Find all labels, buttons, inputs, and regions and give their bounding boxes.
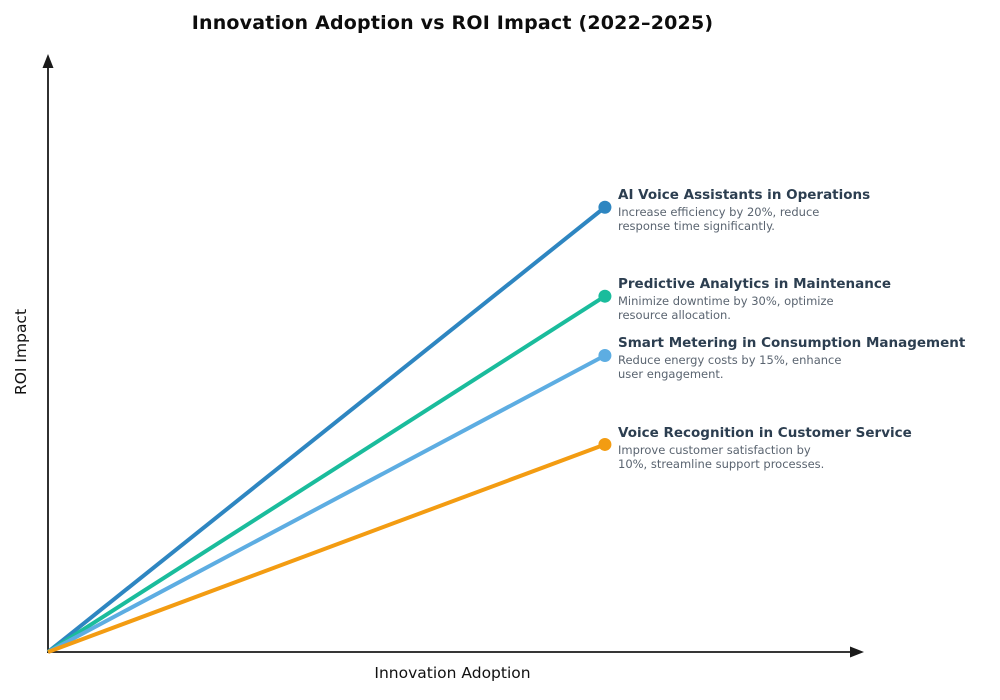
series-endpoint-dot-3 (598, 437, 612, 451)
series-label-voice-recognition: Voice Recognition in Customer Service Im… (618, 426, 912, 471)
series-layer (46, 200, 612, 654)
series-description-line: response time significantly. (618, 218, 775, 233)
series-description-line: Increase efficiency by 20%, reduce (618, 205, 820, 219)
series-endpoint-dot-0 (598, 200, 612, 214)
series-line-1 (46, 294, 606, 654)
series-name: Predictive Analytics in Maintenance (618, 276, 891, 292)
series-name: Voice Recognition in Customer Service (618, 425, 912, 441)
series-label-ai-voice-assistants: AI Voice Assistants in Operations Increa… (618, 188, 870, 233)
x-axis-arrowhead (850, 646, 864, 658)
series-line-2 (47, 353, 606, 654)
series-description-line: Improve customer satisfaction by (618, 443, 811, 457)
y-axis-arrowhead (42, 54, 54, 68)
series-description-line: user engagement. (618, 366, 724, 381)
series-label-smart-metering: Smart Metering in Consumption Management… (618, 336, 965, 381)
chart-title: Innovation Adoption vs ROI Impact (2022–… (191, 12, 714, 34)
x-axis-label: Innovation Adoption (374, 664, 531, 682)
series-description-line: Reduce energy costs by 15%, enhance (618, 353, 842, 367)
series-description-line: resource allocation. (618, 307, 731, 322)
series-line-0 (46, 205, 607, 654)
series-name: AI Voice Assistants in Operations (618, 187, 871, 203)
series-name: Smart Metering in Consumption Management (618, 335, 966, 351)
series-line-3 (47, 442, 606, 654)
series-description-line: 10%, streamline support processes. (618, 456, 825, 471)
series-endpoint-dot-2 (598, 349, 612, 362)
series-endpoint-dot-1 (598, 289, 612, 303)
series-description-line: Minimize downtime by 30%, optimize (618, 294, 834, 308)
y-axis-label: ROI Impact (12, 308, 30, 396)
series-label-predictive-analytics: Predictive Analytics in Maintenance Mini… (618, 277, 891, 322)
